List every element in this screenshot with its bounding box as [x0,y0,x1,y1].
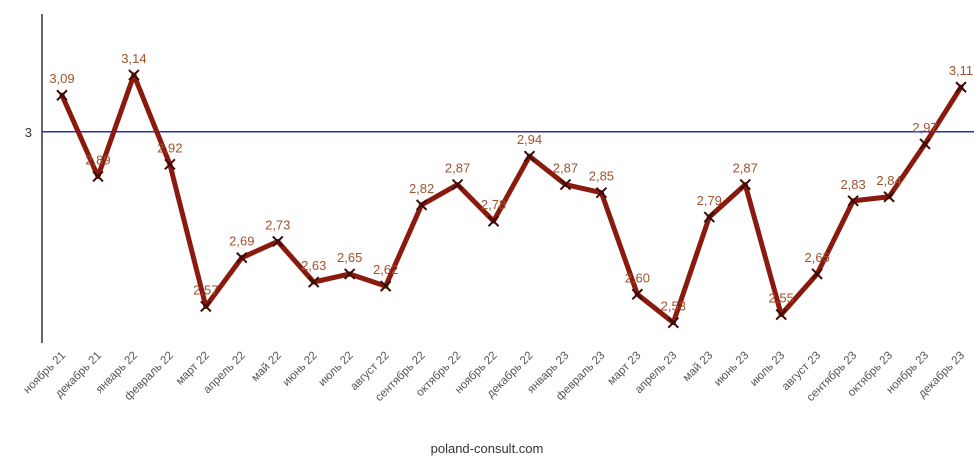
data-label: 2,79 [697,193,722,208]
data-label: 2,62 [373,262,398,277]
data-label: 2,78 [481,197,506,212]
data-point-marker [164,158,176,170]
data-label: 2,55 [769,291,794,306]
data-point-marker [667,316,680,329]
x-tick-label: май 23 [681,350,715,384]
data-label: 2,97 [912,120,937,135]
reference-line-label: 3 [25,125,32,140]
source-label: poland-consult.com [430,441,544,456]
data-point-marker [595,187,608,199]
data-point-marker [308,276,320,288]
data-label: 2,83 [840,177,865,192]
data-label: 2,63 [301,258,326,273]
data-point-marker [92,170,104,183]
data-point-marker [200,300,212,313]
data-label: 2,94 [517,132,542,147]
data-point-marker [703,211,715,223]
data-point-marker [379,280,392,292]
data-labels: 3,09 2,89 3,14 2,92 2,57 2,69 2,73 2,63 2,65 2,62… [49,51,973,314]
data-point-marker [236,251,248,264]
data-point-marker [56,89,68,101]
data-label: 3,09 [49,71,74,86]
data-point-marker [847,195,859,207]
data-label: 2,53 [661,299,686,314]
data-label: 2,92 [157,140,182,155]
data-point-marker [343,268,356,280]
data-point-marker [523,150,536,162]
data-point-marker [487,215,500,227]
data-point-marker [919,138,931,150]
data-point-marker [775,308,787,321]
data-label: 2,57 [193,282,218,297]
data-point-marker [739,178,751,191]
data-point-marker [415,199,428,211]
x-tick-label: июнь 22 [281,350,320,389]
data-point-marker [631,288,644,300]
data-label: 2,87 [445,161,470,176]
data-point-marker [811,268,823,280]
data-label: 3,11 [949,63,973,78]
data-point-marker [128,69,140,81]
x-tick-label: июнь 23 [712,350,751,389]
x-tick-label: май 22 [249,350,283,384]
data-label: 2,82 [409,181,434,196]
data-point-marker [451,178,464,191]
data-point-marker [559,178,572,191]
data-label: 2,65 [805,250,830,265]
data-point-marker [272,235,284,248]
data-label: 2,87 [553,161,578,176]
data-label: 2,89 [85,152,110,167]
data-point-marker [955,81,967,93]
series-markers [56,69,967,329]
data-label: 2,69 [229,234,254,249]
data-label: 2,87 [733,161,758,176]
data-point-marker [883,191,895,203]
data-label: 2,84 [876,173,901,188]
data-label: 2,65 [337,250,362,265]
data-label: 3,14 [121,51,146,66]
data-label: 2,60 [625,270,650,285]
data-label: 2,73 [265,217,290,232]
data-label: 2,85 [589,169,614,184]
series-line [59,72,964,326]
